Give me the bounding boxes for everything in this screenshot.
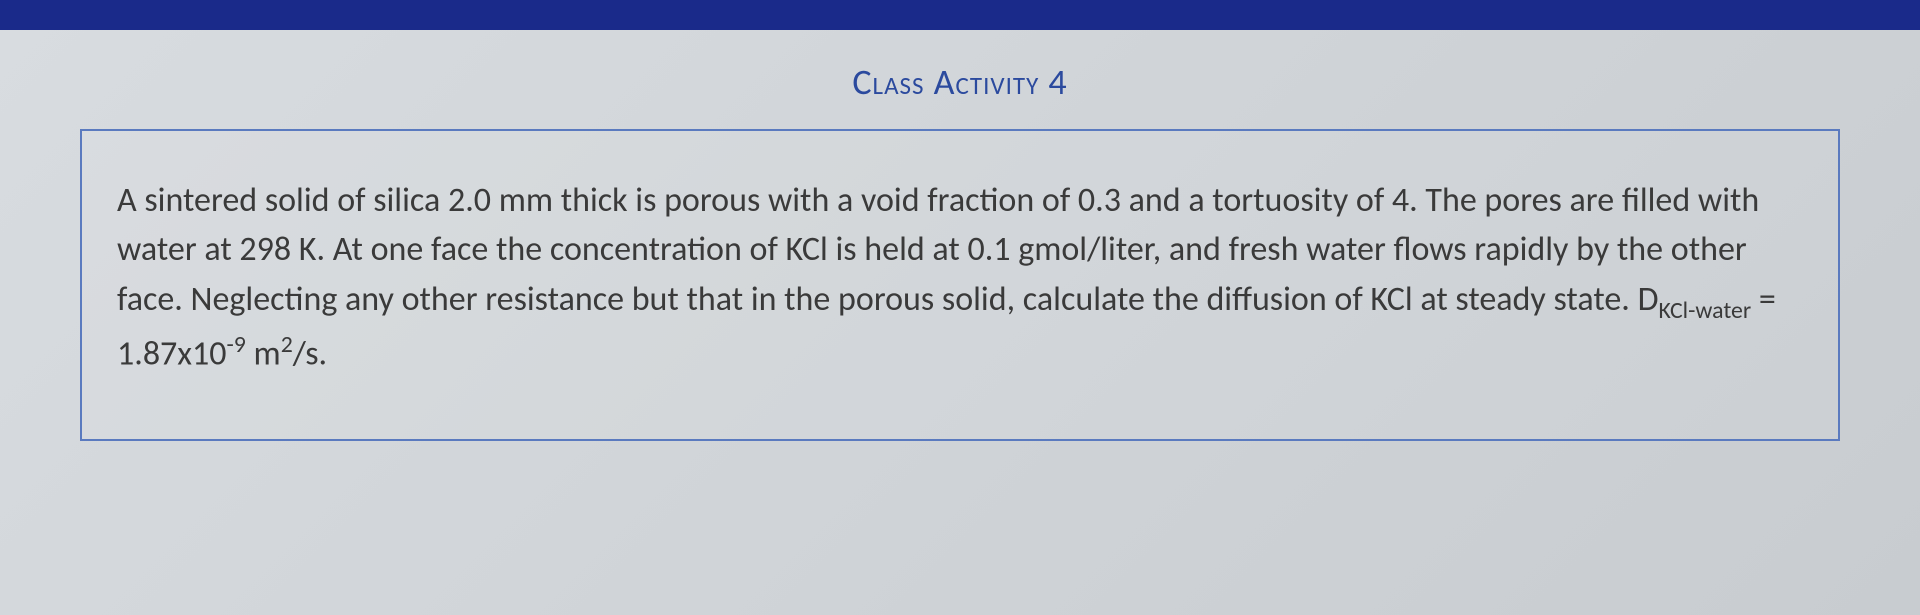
- problem-line-4-part1: that in the porous solid, calculate the …: [687, 279, 1659, 320]
- unit-exponent: 2: [281, 330, 293, 359]
- problem-box: A sintered solid of silica 2.0 mm thick …: [80, 129, 1840, 441]
- header-banner: [0, 0, 1920, 30]
- page-container: Class Activity 4 A sintered solid of sil…: [80, 60, 1840, 441]
- unit-per-s: /s.: [293, 333, 327, 374]
- problem-statement: A sintered solid of silica 2.0 mm thick …: [117, 176, 1803, 379]
- problem-line-1: A sintered solid of silica 2.0 mm thick …: [117, 180, 1418, 221]
- unit-m: m: [246, 333, 281, 374]
- diffusion-subscript: KCl-water: [1659, 295, 1752, 324]
- exponent: -9: [226, 330, 245, 359]
- activity-title: Class Activity 4: [80, 60, 1840, 104]
